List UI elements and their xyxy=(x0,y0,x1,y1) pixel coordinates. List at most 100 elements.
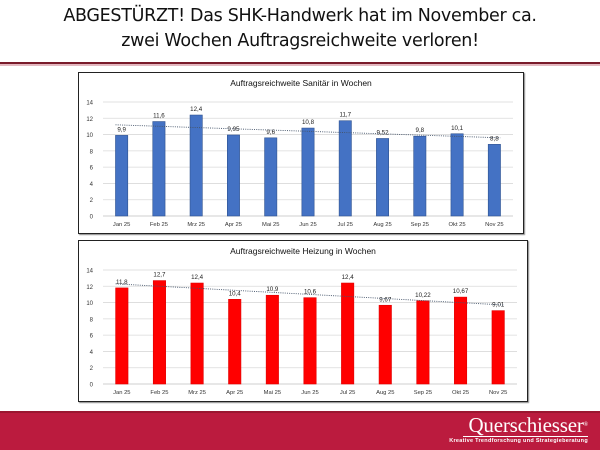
x-tick-label: Jan 25 xyxy=(113,390,130,396)
data-label: 11,8 xyxy=(116,279,128,286)
y-tick-label: 0 xyxy=(90,215,94,221)
trendline xyxy=(115,124,501,139)
slide-title: ABGESTÜRZT! Das SHK-Handwerk hat im Nove… xyxy=(0,4,600,54)
bar xyxy=(152,121,166,217)
bar xyxy=(115,287,129,385)
bar xyxy=(227,134,240,217)
registered-mark: ® xyxy=(583,422,589,428)
x-tick-label: Jan 25 xyxy=(113,222,130,228)
x-tick-label: Jun 25 xyxy=(299,222,316,228)
bar xyxy=(338,120,352,217)
bar xyxy=(228,299,242,385)
title-line-1: ABGESTÜRZT! Das SHK-Handwerk hat im Nove… xyxy=(63,6,537,26)
data-label: 10,9 xyxy=(266,286,279,293)
bar xyxy=(416,300,430,385)
bar xyxy=(264,137,278,217)
brand-tagline: Kreative Trendforschung und Strategieber… xyxy=(449,438,588,444)
bar xyxy=(265,294,279,385)
data-label: 9,6 xyxy=(266,129,275,136)
x-tick-label: Jun 25 xyxy=(301,390,318,396)
y-tick-label: 14 xyxy=(86,101,93,107)
y-tick-label: 4 xyxy=(90,182,94,188)
y-tick-label: 8 xyxy=(90,149,94,155)
y-tick-label: 14 xyxy=(86,269,93,275)
y-tick-label: 0 xyxy=(90,383,94,389)
chart-sanitaer: Auftragsreichweite Sanitär in Wochen 0 2 4… xyxy=(78,72,524,234)
x-tick-label: Jul 25 xyxy=(340,390,355,396)
x-tick-label: Okt 25 xyxy=(452,390,469,396)
bar xyxy=(413,135,427,217)
data-label: 9,67 xyxy=(379,296,392,303)
bar xyxy=(450,133,464,217)
data-label: 10,8 xyxy=(302,119,315,126)
data-label: 10,1 xyxy=(451,125,464,132)
data-label: 9,8 xyxy=(416,127,425,134)
data-label: 12,4 xyxy=(191,274,204,281)
chart-heizung: Auftragsreichweite Heizung in Wochen 0 2 4… xyxy=(78,240,528,402)
brand-name: Querschiesser xyxy=(468,413,584,437)
x-tick-label: Sep 25 xyxy=(414,390,432,396)
footer-divider xyxy=(0,411,600,413)
y-tick-label: 4 xyxy=(90,350,94,356)
brand-logo: Querschiesser® Kreative Trendforschung u… xyxy=(449,414,588,445)
bar xyxy=(303,297,317,385)
x-tick-label: Mai 25 xyxy=(264,390,281,396)
bar xyxy=(454,296,468,385)
bar xyxy=(152,280,166,385)
chart-title: Auftragsreichweite Heizung in Wochen xyxy=(230,246,376,256)
data-label: 12,7 xyxy=(153,272,166,279)
y-tick-label: 10 xyxy=(86,301,93,307)
chart-title: Auftragsreichweite Sanitär in Wochen xyxy=(230,78,372,88)
title-divider-shadow xyxy=(0,64,600,66)
x-tick-label: Apr 25 xyxy=(226,390,243,396)
bar xyxy=(487,144,501,217)
x-tick-label: Aug 25 xyxy=(373,222,391,228)
x-tick-label: Okt 25 xyxy=(449,222,466,228)
bar xyxy=(189,114,203,217)
data-label: 9,9 xyxy=(117,126,126,133)
data-label: 9,52 xyxy=(377,129,390,136)
x-tick-label: Nov 25 xyxy=(489,390,507,396)
bar xyxy=(491,310,505,385)
y-tick-label: 8 xyxy=(90,317,94,323)
data-label: 12,4 xyxy=(190,106,203,113)
data-label: 10,22 xyxy=(415,292,431,299)
y-tick-label: 6 xyxy=(90,166,94,172)
title-line-2: zwei Wochen Auftragsreichweite verloren! xyxy=(121,31,479,51)
x-tick-label: Mai 25 xyxy=(262,222,279,228)
data-label: 8,8 xyxy=(490,135,499,142)
data-label: 10,4 xyxy=(229,290,242,297)
x-tick-label: Feb 25 xyxy=(150,390,168,396)
x-tick-label: Aug 25 xyxy=(376,390,394,396)
data-label: 11,7 xyxy=(339,112,351,119)
bar xyxy=(190,282,204,385)
y-tick-label: 2 xyxy=(90,198,94,204)
x-tick-label: Nov 25 xyxy=(485,222,503,228)
y-tick-label: 6 xyxy=(90,334,94,340)
title-divider xyxy=(0,62,600,64)
bar xyxy=(378,304,392,385)
x-tick-label: Mrz 25 xyxy=(187,222,205,228)
bar xyxy=(115,135,129,217)
data-label: 9,95 xyxy=(227,126,240,133)
footer-band: Querschiesser® Kreative Trendforschung u… xyxy=(0,413,600,450)
data-label: 11,6 xyxy=(153,113,165,120)
chart-plot: 0 2 4 6 8 10 12 14 11,8 Jan 25 12,7 Feb 25 12,4 Mrz 2… xyxy=(86,269,517,396)
bar xyxy=(376,138,389,217)
data-label: 10,6 xyxy=(304,289,317,296)
data-label: 12,4 xyxy=(342,274,355,281)
brand-underline xyxy=(463,436,588,437)
x-tick-label: Feb 25 xyxy=(150,222,168,228)
y-tick-label: 10 xyxy=(86,133,93,139)
y-tick-label: 12 xyxy=(86,117,93,123)
bar xyxy=(301,127,315,217)
chart-plot: 0 2 4 6 8 10 12 14 9,9 Jan 25 11,6 Feb 25 12,4 Mrz 25… xyxy=(86,101,513,228)
x-tick-label: Sep 25 xyxy=(411,222,429,228)
x-tick-label: Mrz 25 xyxy=(188,390,206,396)
y-tick-label: 2 xyxy=(90,366,94,372)
x-tick-label: Jul 25 xyxy=(338,222,353,228)
x-tick-label: Apr 25 xyxy=(225,222,242,228)
y-tick-label: 12 xyxy=(86,285,93,291)
data-label: 10,67 xyxy=(453,288,469,295)
bar xyxy=(341,282,355,385)
